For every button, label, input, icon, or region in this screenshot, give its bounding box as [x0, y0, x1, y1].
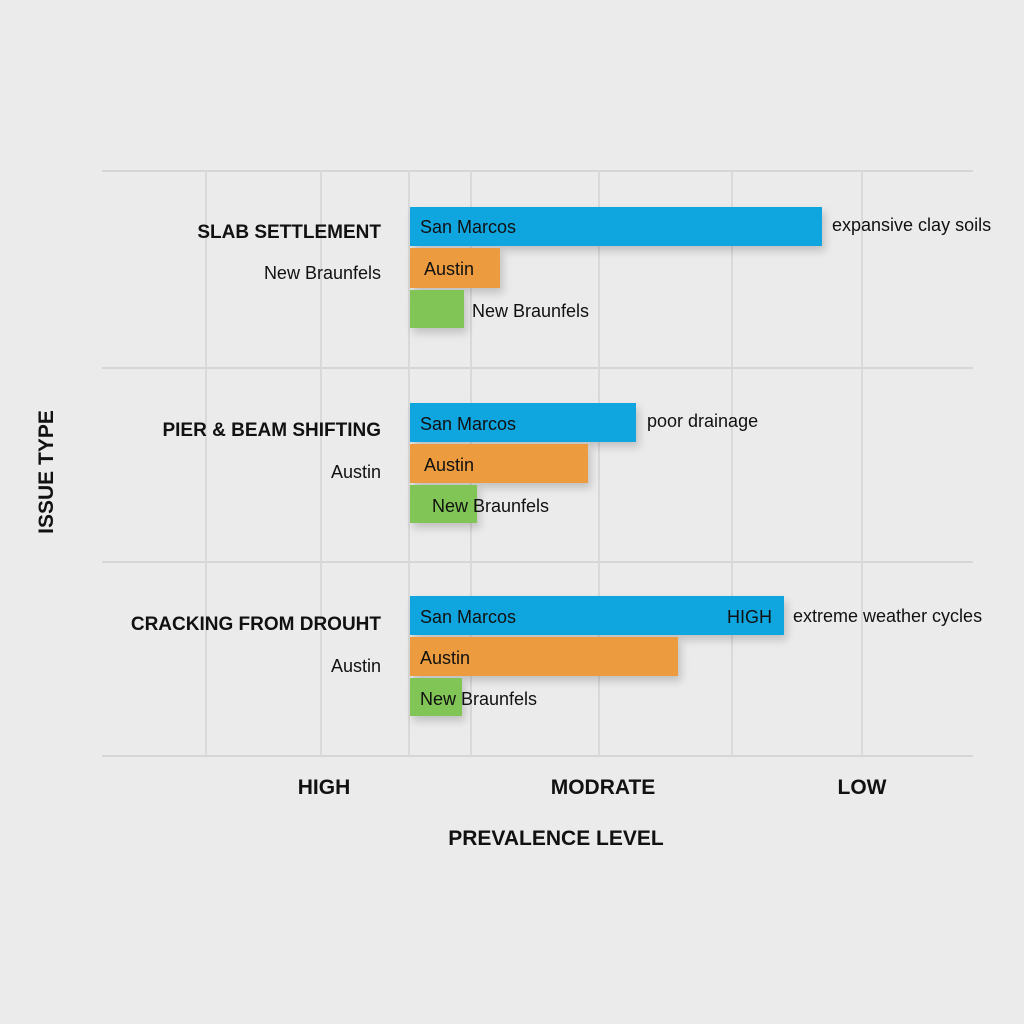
x-tick-moderate: MODRATE — [550, 776, 656, 799]
bar-san-marcos: San Marcos — [410, 207, 822, 246]
grid-line-v — [205, 171, 207, 756]
category-label: PIER & BEAM SHIFTING — [162, 420, 381, 441]
category-sublabel: Austin — [330, 462, 381, 482]
bar-label-overlap: New Braunfels — [432, 496, 550, 516]
grid-line-h — [102, 367, 973, 369]
bar-austin: Austin — [410, 248, 500, 288]
category-sublabel: Austin — [330, 656, 381, 676]
bar-label: Austin — [420, 648, 471, 668]
grid-line-v — [731, 171, 733, 756]
x-axis-title: PREVALENCE LEVEL — [448, 827, 664, 850]
annotation: expansive clay soils — [832, 215, 992, 235]
category-label: SLAB SETTLEMENT — [197, 222, 381, 243]
grid-line-v — [598, 171, 600, 756]
bar-label: San Marcos — [420, 217, 517, 237]
bar-label-outside: New Braunfels — [472, 301, 590, 321]
grid-line-v — [408, 171, 410, 756]
annotation: poor drainage — [647, 411, 759, 431]
category-sublabel: New Braunfels — [263, 263, 381, 283]
grid-line-v — [320, 171, 322, 756]
bar-new-braunfels — [410, 678, 462, 716]
annotation: extreme weather cycles — [793, 606, 983, 626]
bar-label: Austin — [424, 455, 475, 475]
category-label: CRACKING FROM DROUHT — [130, 614, 381, 635]
grid-line-h — [102, 170, 973, 172]
bar-austin: Austin — [410, 444, 588, 483]
bar-label: Austin — [424, 259, 475, 279]
bar-san-marcos: San Marcos — [410, 403, 636, 442]
bar-new-braunfels — [410, 485, 477, 523]
bar-austin: Austin — [410, 637, 678, 676]
bar-inline-level: HIGH — [727, 607, 772, 627]
x-tick-high: HIGH — [297, 776, 351, 799]
bar-label: San Marcos — [420, 414, 517, 434]
bar-san-marcos: San Marcos HIGH — [410, 596, 784, 635]
bar-new-braunfels — [410, 290, 464, 328]
y-axis-title: ISSUE TYPE — [35, 410, 58, 534]
bar-label: San Marcos — [420, 607, 517, 627]
grid-line-h — [102, 561, 973, 563]
grid-line-v — [861, 171, 863, 756]
bar-label-overlap: New Braunfels — [420, 689, 538, 709]
grid-line-h — [102, 755, 973, 757]
x-tick-low: LOW — [837, 776, 887, 799]
